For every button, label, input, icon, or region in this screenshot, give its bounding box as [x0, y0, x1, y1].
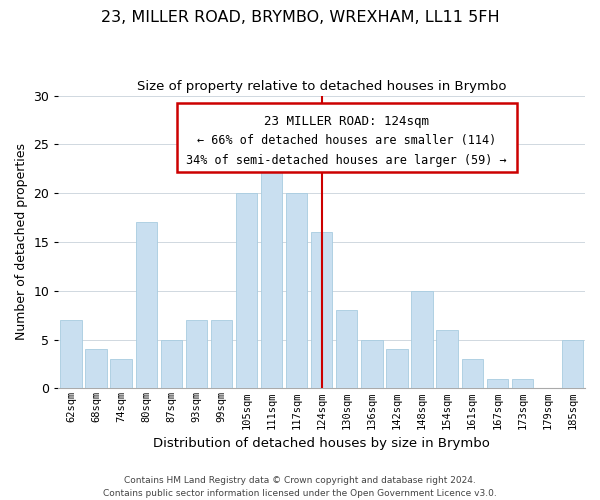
Bar — [562, 340, 583, 388]
Y-axis label: Number of detached properties: Number of detached properties — [15, 144, 28, 340]
Bar — [361, 340, 383, 388]
Title: Size of property relative to detached houses in Brymbo: Size of property relative to detached ho… — [137, 80, 506, 93]
Bar — [412, 291, 433, 388]
Text: 23 MILLER ROAD: 124sqm: 23 MILLER ROAD: 124sqm — [264, 114, 429, 128]
Text: 34% of semi-detached houses are larger (59) →: 34% of semi-detached houses are larger (… — [187, 154, 507, 167]
FancyBboxPatch shape — [177, 103, 517, 172]
Bar — [436, 330, 458, 388]
Bar — [61, 320, 82, 388]
Text: Contains HM Land Registry data © Crown copyright and database right 2024.
Contai: Contains HM Land Registry data © Crown c… — [103, 476, 497, 498]
Bar — [386, 350, 407, 389]
Bar — [336, 310, 358, 388]
Bar — [311, 232, 332, 388]
Bar — [110, 359, 132, 388]
Bar — [286, 193, 307, 388]
Bar — [461, 359, 483, 388]
Bar — [136, 222, 157, 388]
Bar — [261, 154, 282, 388]
Bar — [186, 320, 207, 388]
Bar — [85, 350, 107, 389]
Bar — [236, 193, 257, 388]
Bar — [487, 378, 508, 388]
Bar — [161, 340, 182, 388]
Bar — [512, 378, 533, 388]
X-axis label: Distribution of detached houses by size in Brymbo: Distribution of detached houses by size … — [153, 437, 490, 450]
Text: ← 66% of detached houses are smaller (114): ← 66% of detached houses are smaller (11… — [197, 134, 496, 147]
Text: 23, MILLER ROAD, BRYMBO, WREXHAM, LL11 5FH: 23, MILLER ROAD, BRYMBO, WREXHAM, LL11 5… — [101, 10, 499, 25]
Bar — [211, 320, 232, 388]
